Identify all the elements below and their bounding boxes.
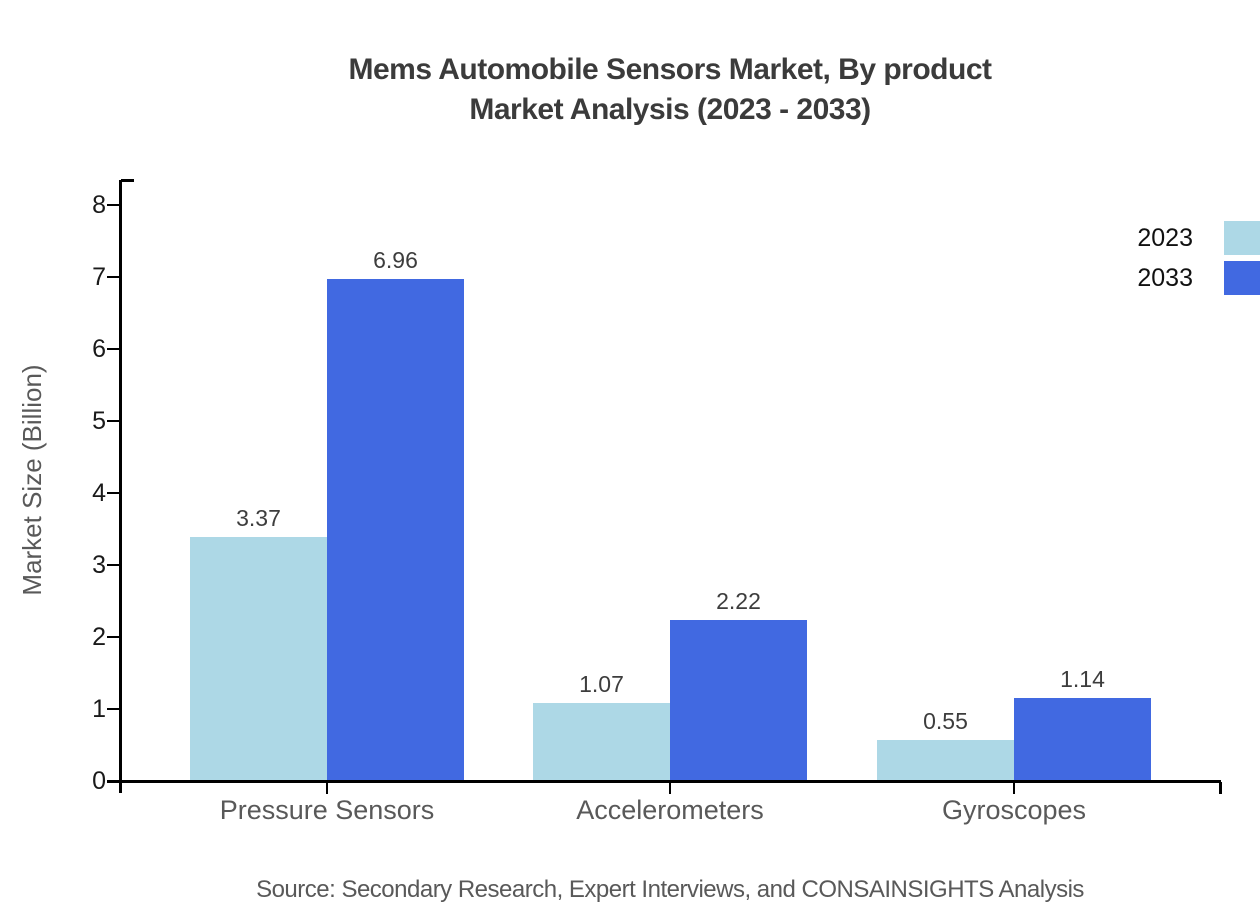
bar-2033-pressure-sensors: [327, 279, 464, 780]
y-tick-mark: [107, 780, 120, 782]
y-axis-end-cap: [121, 179, 134, 182]
bar-2033-gyroscopes: [1014, 698, 1151, 780]
x-tick-mark: [669, 782, 671, 794]
chart-title-line1: Mems Automobile Sensors Market, By produ…: [348, 53, 992, 86]
bar-value-label: 3.37: [236, 505, 281, 531]
bar-value-label: 0.55: [923, 708, 968, 734]
bar-value-label: 1.07: [579, 671, 624, 697]
y-tick-label: 6: [92, 335, 106, 363]
legend-swatch-2023: [1224, 221, 1260, 255]
y-tick-mark: [107, 492, 120, 494]
y-tick-mark: [107, 276, 120, 278]
x-axis-line: [107, 780, 1221, 783]
y-tick-mark: [107, 348, 120, 350]
y-axis-line: [119, 180, 122, 793]
y-tick-mark: [107, 204, 120, 206]
x-category-label: Gyroscopes: [941, 795, 1087, 825]
bar-2033-accelerometers: [670, 620, 807, 780]
y-tick-label: 5: [92, 407, 106, 435]
y-tick-label: 0: [92, 767, 106, 795]
x-tick-mark: [326, 782, 328, 794]
bar-value-label: 1.14: [1060, 666, 1105, 692]
y-tick-mark: [107, 564, 120, 566]
legend-label: 2023: [1137, 224, 1193, 252]
y-tick-label: 7: [92, 263, 106, 291]
y-tick-label: 1: [92, 695, 106, 723]
bar-value-label: 6.96: [373, 247, 418, 273]
y-tick-label: 2: [92, 623, 106, 651]
y-tick-mark: [107, 420, 120, 422]
chart-title-line2: Market Analysis (2023 - 2033): [469, 93, 871, 126]
x-axis-end-cap: [1219, 782, 1222, 794]
bar-value-label: 2.22: [716, 588, 761, 614]
x-tick-mark: [1013, 782, 1015, 794]
legend-label: 2033: [1137, 264, 1193, 292]
y-tick-label: 8: [92, 191, 106, 219]
bar-2023-gyroscopes: [877, 740, 1014, 780]
bar-2023-pressure-sensors: [190, 537, 327, 780]
legend-swatch-2033: [1224, 261, 1260, 295]
y-tick-label: 4: [92, 479, 106, 507]
x-category-label: Pressure Sensors: [219, 795, 435, 825]
source-note: Source: Secondary Research, Expert Inter…: [256, 876, 1084, 903]
chart-title: Mems Automobile Sensors Market, By produ…: [80, 50, 1260, 130]
bar-2023-accelerometers: [533, 703, 670, 780]
x-category-label: Accelerometers: [576, 795, 764, 825]
y-tick-label: 3: [92, 551, 106, 579]
y-tick-mark: [107, 636, 120, 638]
y-tick-mark: [107, 708, 120, 710]
